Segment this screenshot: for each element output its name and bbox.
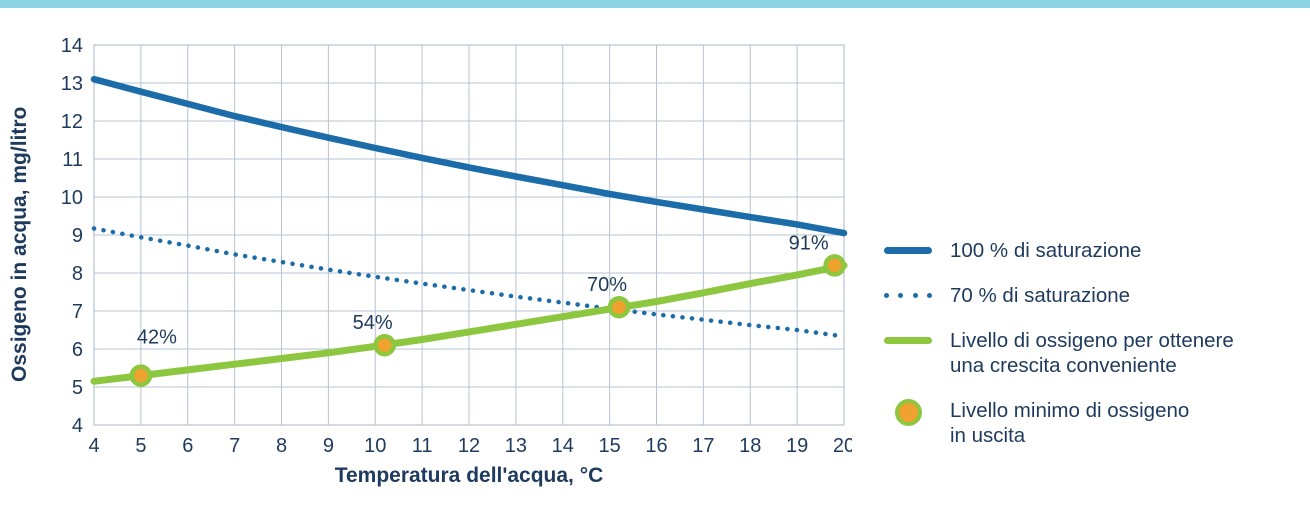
- x-tick-label: 10: [364, 435, 386, 457]
- legend-item-growth-oxygen-level: Livello di ossigeno per ottenere una cre…: [884, 328, 1234, 378]
- x-tick-label: 18: [739, 435, 761, 457]
- legend-label-line1: Livello di ossigeno per ottenere: [950, 329, 1234, 352]
- oxygen-temperature-chart: 4 5 6 7 8 9 10 11 12 13 14 15 16 17 18 19 20 4 5 6 7 8 9 10 11 12…: [61, 35, 852, 457]
- x-tick-label: 20: [833, 435, 852, 457]
- x-tick-label: 4: [88, 435, 99, 457]
- x-tick-label: 17: [692, 435, 714, 457]
- legend-label-line2: una crescita conveniente: [950, 354, 1177, 377]
- y-tick-label: 9: [72, 225, 83, 247]
- y-axis-title: Ossigeno in acqua, mg/litro: [8, 106, 31, 382]
- y-tick-label: 13: [61, 73, 83, 95]
- header-accent-bar: [0, 0, 1310, 8]
- x-tick-label: 12: [458, 435, 480, 457]
- min-oxygen-marker: [823, 254, 846, 277]
- y-tick-label: 4: [72, 415, 83, 437]
- x-tick-label: 15: [599, 435, 621, 457]
- y-tick-label: 10: [61, 187, 83, 209]
- solid-blue-line-swatch: [884, 247, 932, 254]
- solid-green-line-swatch: [884, 337, 932, 344]
- marker-circle-swatch: [895, 399, 922, 426]
- x-tick-label: 5: [135, 435, 146, 457]
- min-oxygen-marker: [129, 364, 153, 387]
- x-tick-label: 16: [645, 435, 667, 457]
- marker-percent-label: 42%: [137, 327, 177, 349]
- min-oxygen-marker: [373, 333, 396, 357]
- legend-label: 70 % di saturazione: [950, 284, 1131, 307]
- y-tick-label: 6: [72, 339, 83, 361]
- legend-label-line2: in uscita: [950, 424, 1026, 447]
- legend-item-100-saturation: 100 % di saturazione: [884, 238, 1234, 263]
- y-tick-label: 5: [72, 377, 83, 399]
- x-tick-label: 6: [182, 435, 193, 457]
- series-line-solid: [90, 261, 848, 385]
- y-tick-label: 8: [72, 263, 83, 285]
- x-tick-label: 9: [323, 435, 334, 457]
- y-tick-label: 11: [62, 149, 83, 171]
- x-tick-label: 7: [229, 435, 240, 457]
- legend-label-line1: Livello minimo di ossigeno: [950, 399, 1190, 422]
- y-tick-label: 14: [61, 35, 83, 57]
- y-tick-label: 7: [72, 301, 83, 323]
- series-line-dotted: [91, 226, 847, 339]
- min-oxygen-marker: [607, 295, 631, 319]
- marker-percent-label: 91%: [789, 232, 829, 254]
- legend-item-min-outlet-oxygen: Livello minimo di ossigeno in uscita: [884, 398, 1234, 448]
- y-tick-label: 12: [61, 111, 83, 133]
- x-tick-label: 11: [412, 435, 433, 457]
- marker-percent-label: 70%: [587, 274, 627, 296]
- dotted-blue-line-swatch: [884, 293, 932, 298]
- marker-percent-label: 54%: [353, 312, 393, 334]
- legend-label: 100 % di saturazione: [950, 239, 1142, 262]
- x-tick-label: 13: [505, 435, 527, 457]
- x-tick-label: 8: [276, 435, 287, 457]
- legend: 100 % di saturazione 70 % di saturazione…: [884, 238, 1234, 448]
- legend-item-70-saturation: 70 % di saturazione: [884, 283, 1234, 308]
- series-line-solid: [90, 75, 848, 237]
- x-tick-label: 14: [552, 435, 574, 457]
- x-tick-label: 19: [786, 435, 808, 457]
- x-axis-title: Temperatura dell'acqua, °C: [334, 464, 604, 487]
